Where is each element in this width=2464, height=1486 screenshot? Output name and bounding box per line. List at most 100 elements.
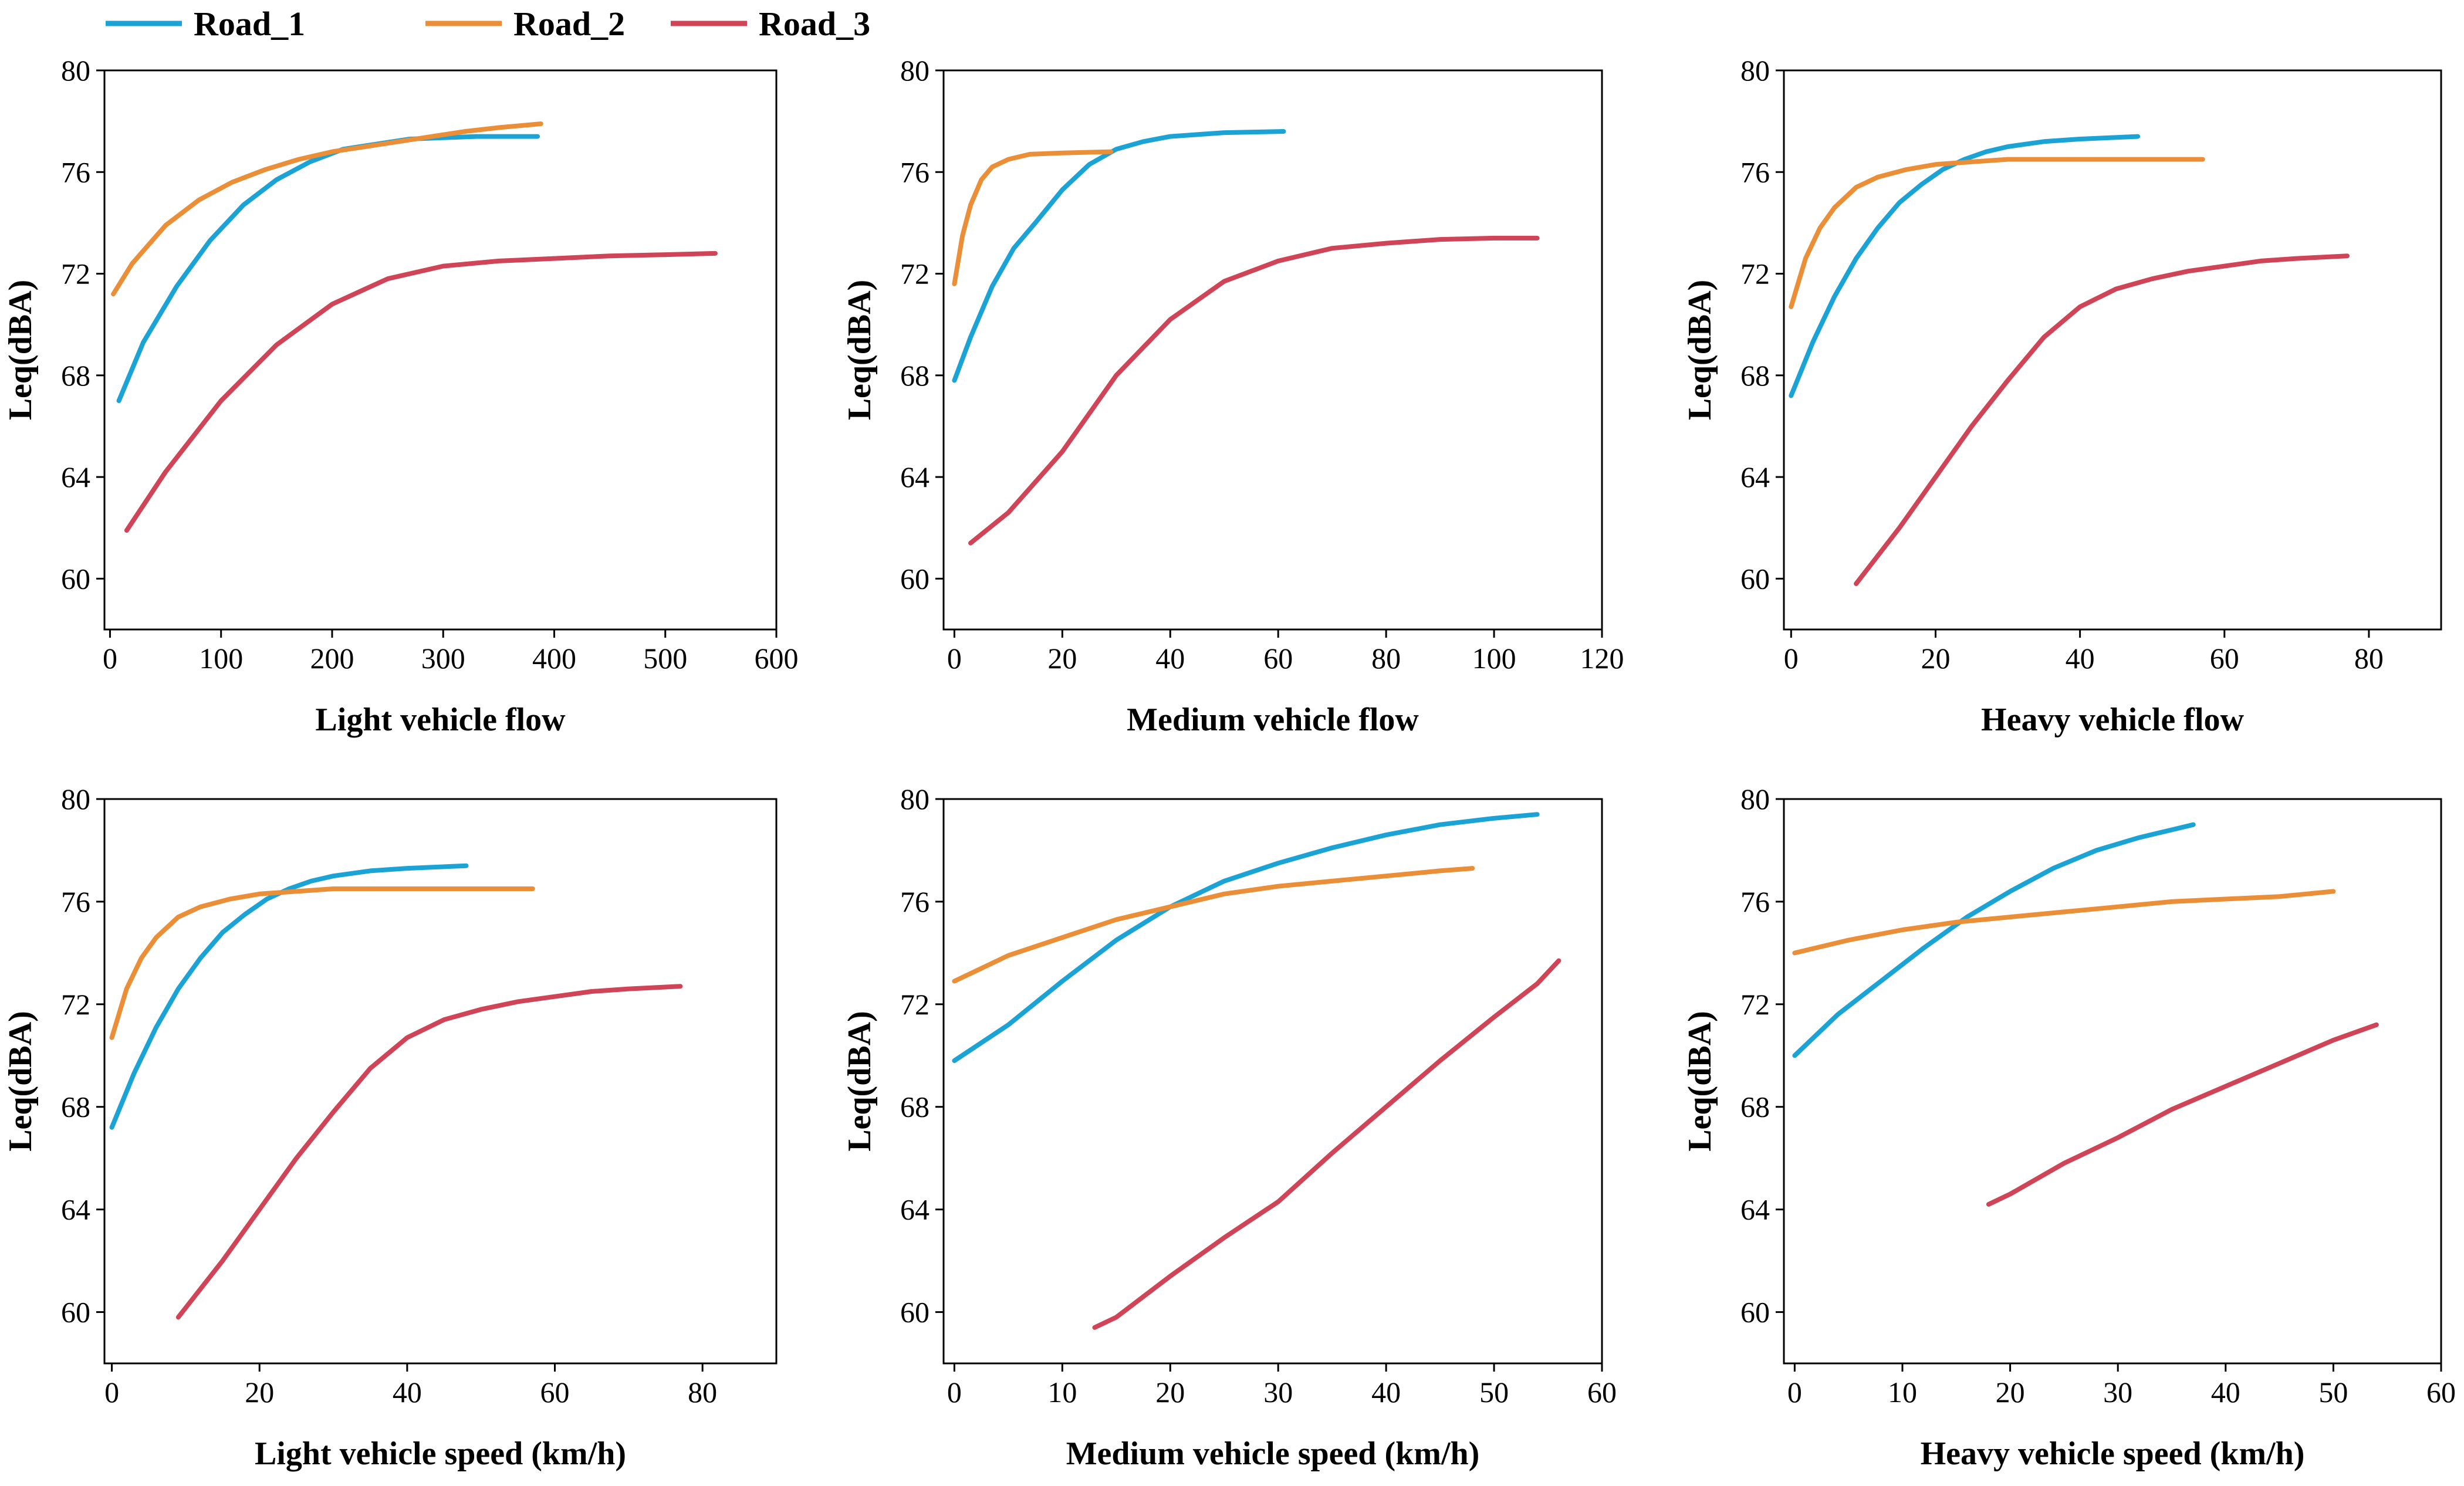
y-tick-label: 80 <box>900 54 930 87</box>
y-tick-label: 64 <box>900 461 930 493</box>
x-tick-label: 60 <box>2210 642 2239 675</box>
y-tick-label: 68 <box>61 1091 90 1123</box>
chart-6: 60 64 68 72 76 80 0 10 20 30 40 50 60 Heavy vehicle s… <box>1682 783 2456 1472</box>
y-tick-label: 72 <box>61 988 90 1021</box>
series-line-road_1 <box>116 134 540 404</box>
y-tick-label: 76 <box>61 155 90 188</box>
y-tick-label: 64 <box>1740 461 1770 493</box>
x-axis-label: Light vehicle flow <box>315 702 566 738</box>
chart-3: 60 64 68 72 76 80 0 20 40 60 80 Heavy vehicle flow L… <box>1682 54 2442 738</box>
x-tick-label: 80 <box>688 1376 717 1409</box>
y-tick-label: 60 <box>61 1296 90 1329</box>
y-axis-label: Leq(dBA) <box>2 1011 39 1152</box>
x-axis-label: Heavy vehicle flow <box>1981 702 2244 738</box>
legend-item-road_1: Road_1 <box>106 5 305 43</box>
x-tick-label: 20 <box>245 1376 274 1409</box>
series-line-road_2 <box>1792 889 2336 956</box>
plot-frame <box>103 69 778 631</box>
x-tick-label: 20 <box>1996 1376 2025 1409</box>
x-tick-label: 50 <box>1479 1376 1509 1409</box>
x-tick-label: 0 <box>947 1376 962 1409</box>
y-tick-label: 68 <box>900 1091 930 1123</box>
y-tick-label: 68 <box>1740 1091 1770 1123</box>
plot-frame <box>103 798 778 1365</box>
plot-frame <box>942 69 1603 631</box>
series-line-road_2 <box>1789 157 2205 309</box>
y-tick-label: 76 <box>900 885 930 918</box>
y-axis-label: Leq(dBA) <box>841 1011 878 1152</box>
x-tick-label: 80 <box>1371 642 1401 675</box>
x-tick-label: 100 <box>199 642 243 675</box>
x-tick-label: 20 <box>1155 1376 1185 1409</box>
x-tick-label: 60 <box>540 1376 570 1409</box>
series-line-road_3 <box>175 984 683 1320</box>
plot-frame <box>942 798 1603 1365</box>
x-tick-label: 0 <box>1787 1376 1802 1409</box>
x-tick-label: 0 <box>1784 642 1799 675</box>
legend: Road_1 Road_2 Road_3 <box>106 5 870 43</box>
y-tick-label: 80 <box>61 54 90 87</box>
y-tick-label: 76 <box>900 155 930 188</box>
series-line-road_3 <box>1854 253 2350 586</box>
x-tick-label: 50 <box>2318 1376 2348 1409</box>
x-tick-label: 120 <box>1580 642 1624 675</box>
series-line-road_2 <box>952 866 1475 984</box>
series-line-road_1 <box>952 129 1286 383</box>
x-tick-label: 30 <box>2103 1376 2132 1409</box>
x-tick-label: 40 <box>2066 642 2095 675</box>
x-tick-label: 10 <box>1888 1376 1917 1409</box>
y-tick-label: 60 <box>900 562 930 595</box>
y-tick-label: 68 <box>900 359 930 392</box>
plot-frame <box>1783 798 2442 1365</box>
x-tick-label: 40 <box>2211 1376 2240 1409</box>
x-tick-label: 40 <box>393 1376 422 1409</box>
chart-5: 60 64 68 72 76 80 0 10 20 30 40 50 60 Medium vehicle … <box>841 783 1617 1472</box>
x-tick-label: 20 <box>1047 642 1077 675</box>
x-tick-label: 100 <box>1472 642 1516 675</box>
y-axis-label: Leq(dBA) <box>1682 1011 1718 1152</box>
chart-4: 60 64 68 72 76 80 0 20 40 60 80 Light vehicle speed… <box>2 783 778 1472</box>
y-tick-label: 72 <box>61 258 90 290</box>
y-tick-label: 76 <box>1740 155 1770 188</box>
chart-2: 60 64 68 72 76 80 0 20 40 60 80 100 120 Medium vehicl… <box>841 54 1624 738</box>
x-tick-label: 0 <box>103 642 117 675</box>
x-tick-label: 40 <box>1371 1376 1401 1409</box>
x-tick-label: 400 <box>532 642 576 675</box>
series-line-road_1 <box>1792 822 2196 1058</box>
y-tick-label: 60 <box>900 1296 930 1329</box>
y-tick-label: 64 <box>1740 1193 1770 1226</box>
y-axis-label: Leq(dBA) <box>841 280 878 421</box>
series-line-road_3 <box>1092 958 1561 1330</box>
x-tick-label: 60 <box>1263 642 1293 675</box>
x-axis-label: Medium vehicle flow <box>1127 702 1419 738</box>
series-line-road_3 <box>1986 1022 2379 1207</box>
series-line-road_3 <box>968 235 1540 546</box>
x-tick-label: 40 <box>1155 642 1185 675</box>
legend-item-road_2: Road_2 <box>425 5 625 43</box>
x-tick-label: 500 <box>643 642 687 675</box>
y-tick-label: 64 <box>61 461 90 493</box>
x-tick-label: 0 <box>104 1376 119 1409</box>
y-tick-label: 80 <box>1740 783 1770 815</box>
legend-item-road_3: Road_3 <box>671 5 870 43</box>
x-tick-label: 200 <box>310 642 354 675</box>
plot-frame <box>1783 69 2442 631</box>
x-tick-label: 80 <box>2354 642 2384 675</box>
y-tick-label: 76 <box>61 885 90 918</box>
y-tick-label: 72 <box>900 258 930 290</box>
x-tick-label: 20 <box>1921 642 1950 675</box>
y-tick-label: 64 <box>900 1193 930 1226</box>
y-tick-label: 80 <box>61 783 90 815</box>
x-tick-label: 30 <box>1263 1376 1293 1409</box>
y-tick-label: 80 <box>900 783 930 815</box>
y-tick-label: 72 <box>900 988 930 1021</box>
y-tick-label: 72 <box>1740 988 1770 1021</box>
y-tick-label: 64 <box>61 1193 90 1226</box>
y-tick-label: 72 <box>1740 258 1770 290</box>
series-line-road_1 <box>952 812 1540 1063</box>
y-tick-label: 76 <box>1740 885 1770 918</box>
chart-1: 60 64 68 72 76 80 0 100 200 300 400 500 600 Light veh… <box>2 54 799 738</box>
y-axis-label: Leq(dBA) <box>1682 280 1718 421</box>
